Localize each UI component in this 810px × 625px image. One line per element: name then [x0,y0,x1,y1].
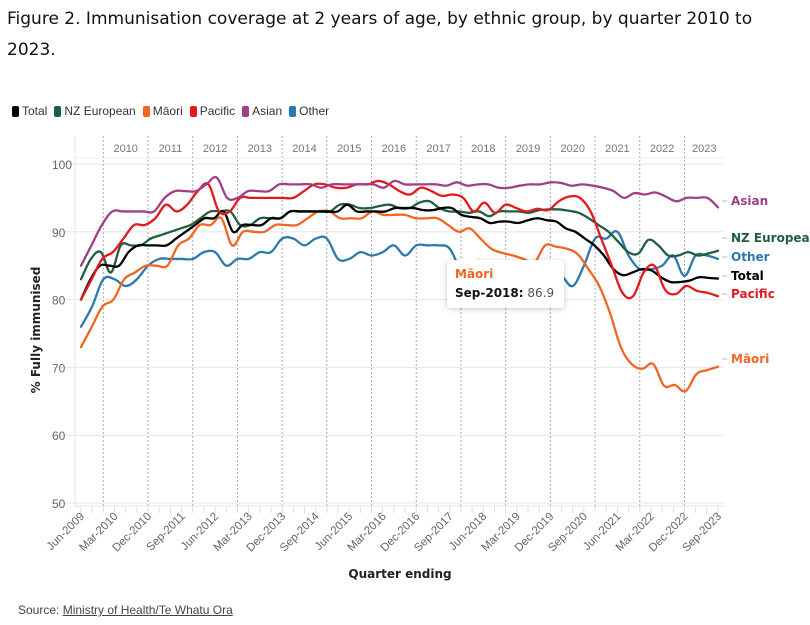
year-label: 2014 [292,143,316,155]
end-label-total: Total [731,269,764,283]
legend-label: Asian [252,104,283,118]
x-axis-title: Quarter ending [348,567,451,581]
year-label: 2019 [516,143,540,155]
y-tick-label: 100 [52,158,72,172]
source-link[interactable]: Ministry of Health/Te Whatu Ora [62,603,233,617]
legend-label: NZ European [64,104,136,118]
tooltip-date: Sep-2018: [455,286,524,300]
source-note: Source: Ministry of Health/Te Whatu Ora [18,603,233,617]
legend-swatch [189,105,197,117]
year-label: 2011 [159,143,183,155]
year-label: 2018 [471,143,495,155]
y-tick-label: 50 [52,497,66,511]
y-tick-label: 60 [52,429,66,443]
end-label-m-ori: Māori [731,352,769,366]
legend-label: Pacific [199,104,236,118]
tooltip-value: 86.9 [527,286,555,300]
y-axis: 50 60 70 80 90 100 [52,136,76,511]
year-label: 2013 [248,143,272,155]
gridlines [52,163,724,504]
legend-swatch [54,105,62,117]
legend-item-total[interactable]: Total [12,104,47,118]
y-axis-title: % Fully immunised [29,267,43,394]
legend-swatch [242,105,250,117]
y-tick-label: 80 [52,294,66,308]
figure-title: Figure 2. Immunisation coverage at 2 yea… [7,9,753,60]
series-line-asian[interactable] [79,175,720,267]
source-prefix: Source: [18,603,63,617]
series-line-pacific[interactable] [79,179,720,301]
year-label: 2016 [382,143,406,155]
end-label-other: Other [731,250,770,264]
series-lines [79,175,720,393]
legend-swatch [289,105,297,117]
year-label: 2017 [426,143,450,155]
legend-item-m-ori[interactable]: Māori [142,104,183,118]
year-bands: 2010 2011 2012 2013 2014 2015 2016 2017 2018 2019… [75,136,724,506]
year-label: 2010 [113,143,137,155]
end-label-nz-european: NZ European [731,231,810,245]
legend-item-nz-european[interactable]: NZ European [54,104,136,118]
x-axis: Jun-2009Mar-2010Dec-2010Sep-2011Jun-2012… [45,505,724,554]
legend-label: Other [299,104,330,118]
year-label: 2022 [650,143,674,155]
y-tick-label: 90 [52,226,66,240]
year-label: 2021 [605,143,629,155]
legend-swatch [142,105,150,117]
legend-label: Total [22,104,48,118]
year-label: 2015 [337,143,361,155]
year-label: 2012 [203,143,227,155]
end-label-asian: Asian [731,194,768,208]
series-line-m-ori[interactable] [79,209,720,393]
legend-item-pacific[interactable]: Pacific [189,104,236,118]
legend-label: Māori [152,104,183,118]
chart-legend: Total NZ European Māori Pacific Asian Other [12,104,329,118]
tooltip: Māori Sep-2018: 86.9 [447,252,565,308]
legend-swatch [12,105,19,117]
year-label: 2020 [560,143,584,155]
y-tick-label: 70 [52,361,66,375]
end-labels: Asian NZ European Other Total Pacific Māori [722,194,810,366]
tooltip-series: Māori [455,267,494,281]
year-label: 2023 [692,143,716,155]
legend-item-other[interactable]: Other [289,104,329,118]
end-label-pacific: Pacific [731,287,775,301]
legend-item-asian[interactable]: Asian [242,104,282,118]
